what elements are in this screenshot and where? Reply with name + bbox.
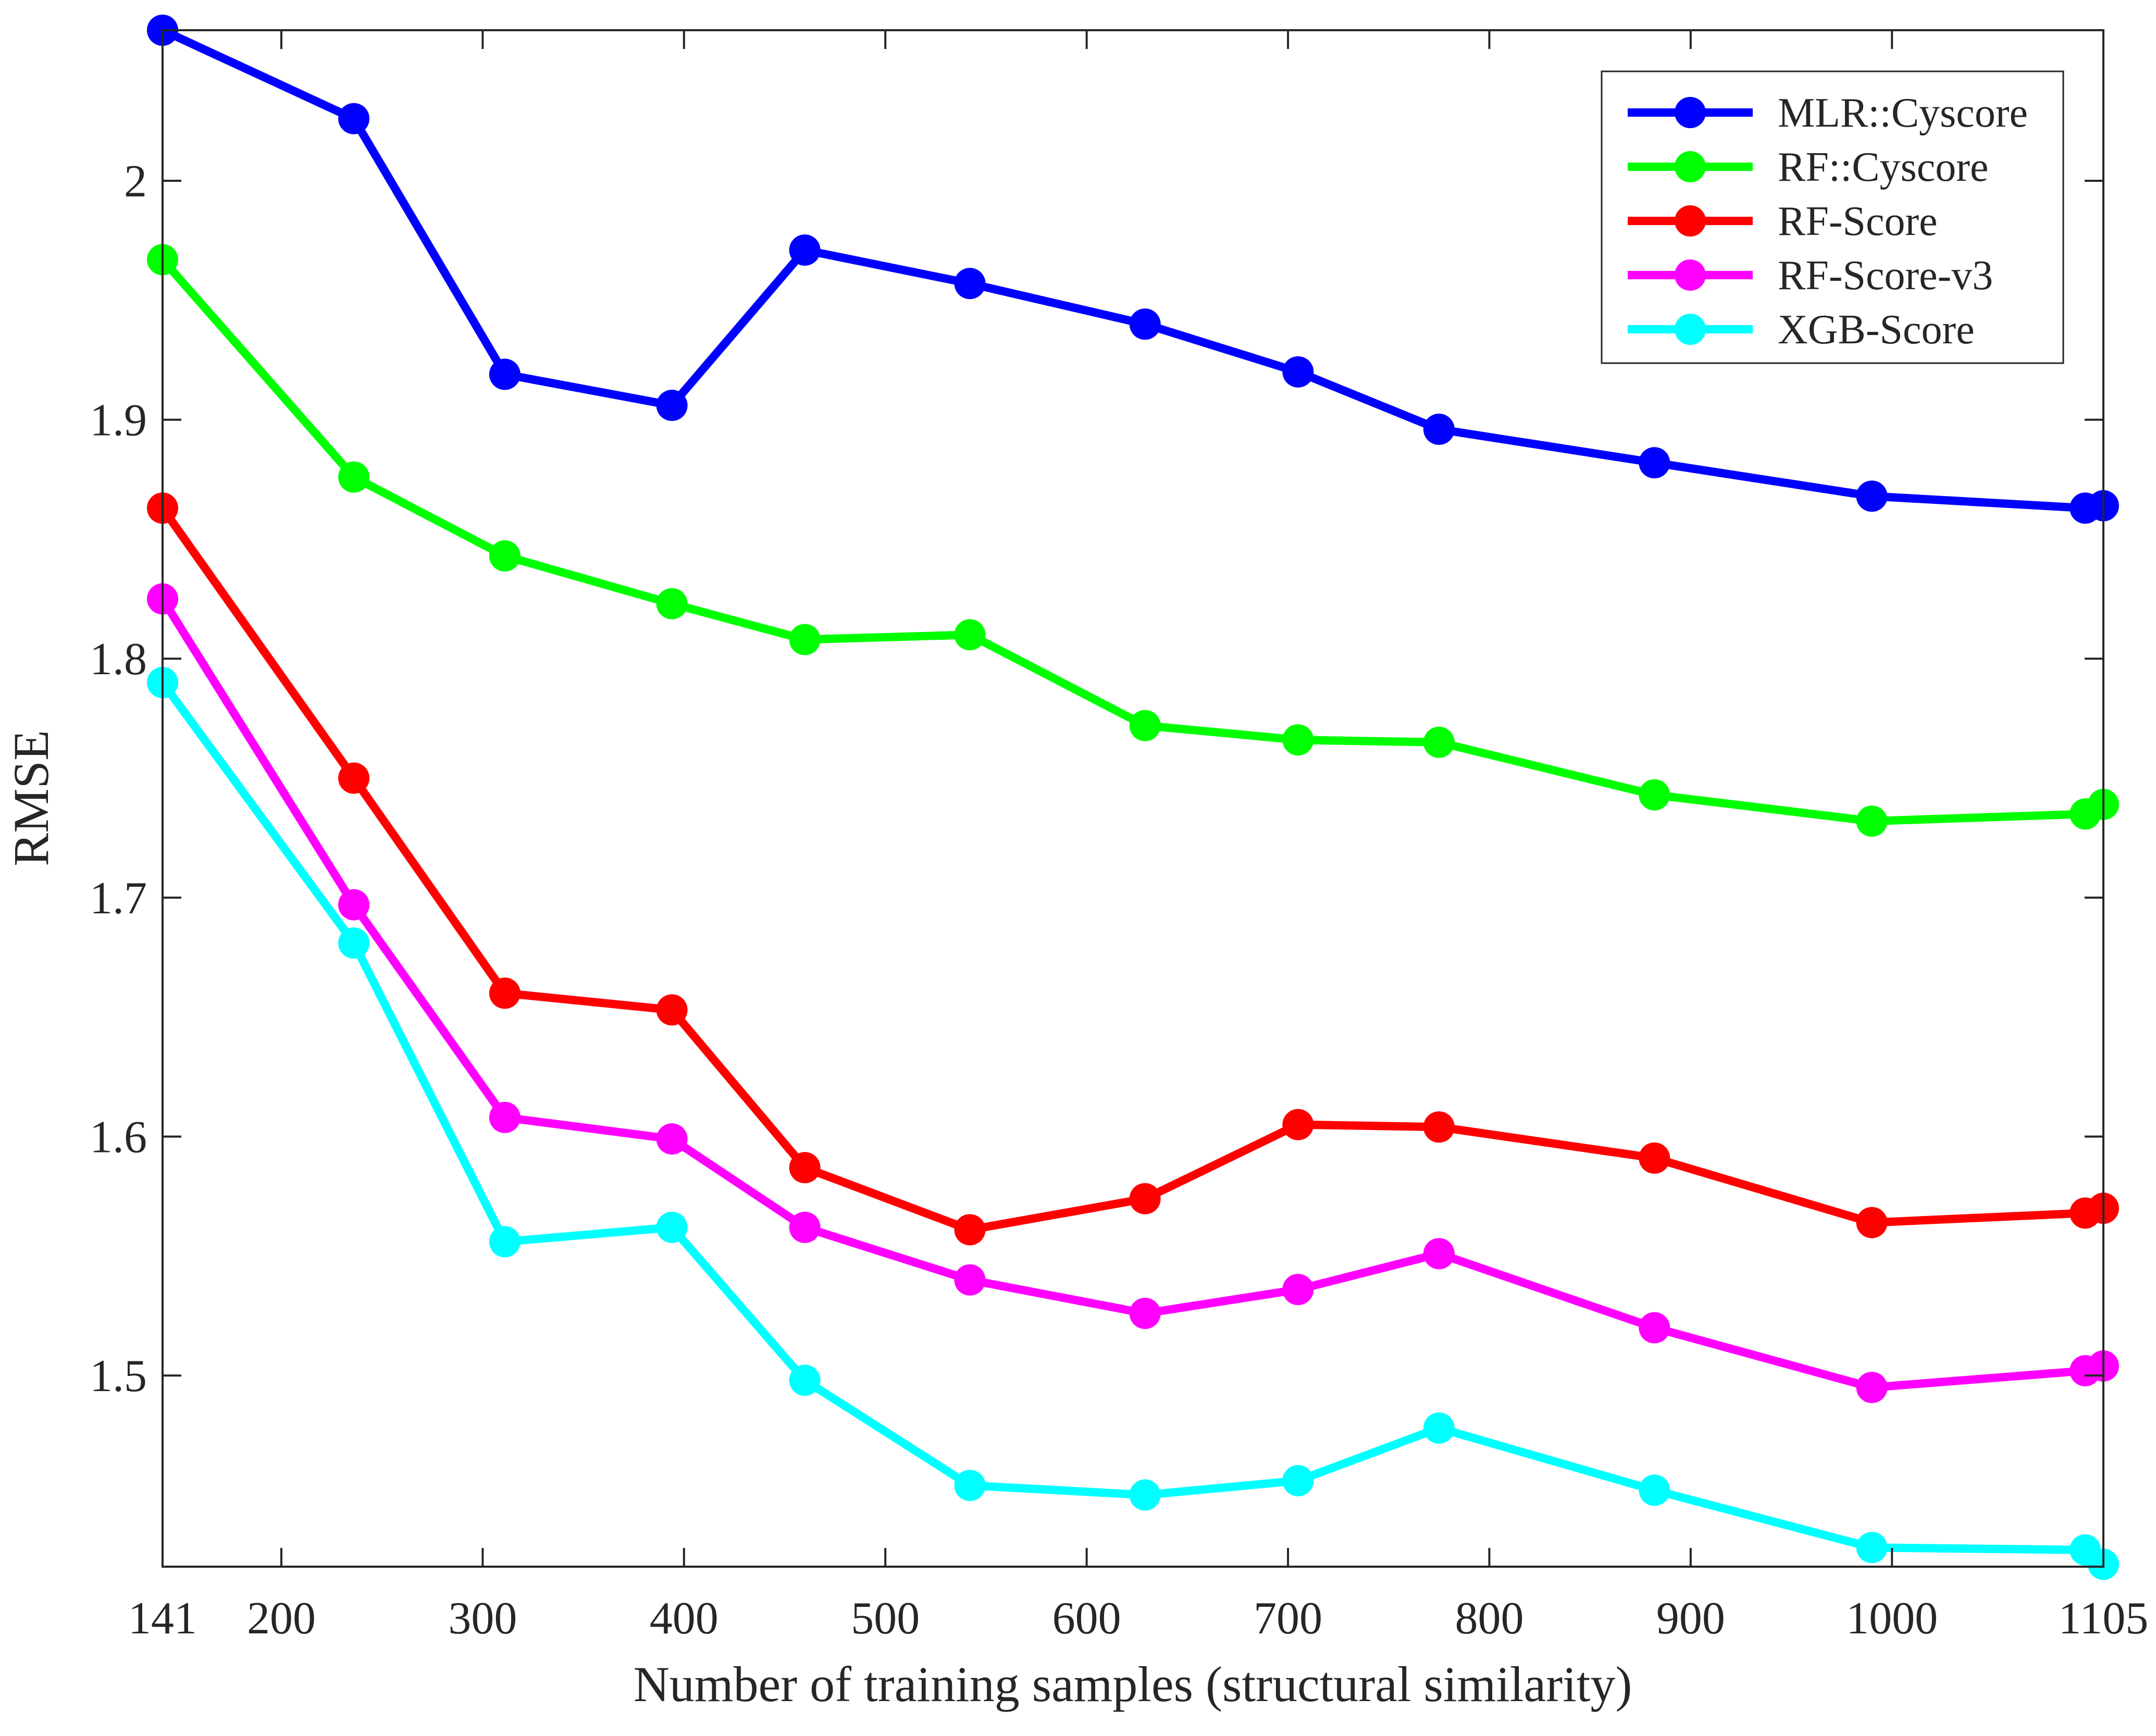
series-layer: [147, 15, 2119, 1580]
data-point: [1856, 480, 1888, 512]
data-point: [489, 540, 521, 572]
y-axis-title: RMSE: [3, 730, 59, 866]
x-tick-label: 1105: [2059, 1593, 2149, 1644]
data-point: [656, 588, 688, 619]
data-point: [954, 1264, 986, 1296]
data-point: [1639, 1474, 1670, 1506]
x-tick-label: 141: [128, 1593, 197, 1644]
x-axis-title: Number of training samples (structural s…: [634, 1656, 1632, 1712]
data-point: [338, 461, 370, 493]
data-point: [338, 103, 370, 134]
data-point: [1423, 1412, 1455, 1444]
data-point: [1129, 1297, 1161, 1329]
data-point: [489, 1101, 521, 1133]
legend-item: RF::Cyscore: [1628, 144, 1988, 190]
data-point: [1856, 1372, 1888, 1404]
data-point: [1282, 1109, 1314, 1140]
legend-label: XGB-Score: [1778, 307, 1975, 353]
data-point: [1129, 1479, 1161, 1511]
data-point: [954, 1470, 986, 1502]
y-tick-label: 1.7: [90, 873, 147, 924]
y-tick-label: 2: [124, 156, 147, 207]
legend-label: RF-Score: [1778, 199, 1938, 244]
data-point: [1129, 1183, 1161, 1214]
x-tick-label: 900: [1656, 1593, 1725, 1644]
data-point: [489, 1226, 521, 1258]
data-point: [789, 1211, 821, 1243]
legend-marker: [1675, 97, 1706, 128]
data-point: [1639, 447, 1670, 479]
data-point: [489, 977, 521, 1009]
data-point: [1423, 726, 1455, 758]
data-point: [338, 762, 370, 794]
legend-label: MLR::Cyscore: [1778, 90, 2028, 136]
x-tick-label: 500: [851, 1593, 920, 1644]
data-point: [1423, 1111, 1455, 1143]
data-point: [656, 1211, 688, 1243]
data-point: [789, 624, 821, 655]
data-point: [1423, 413, 1455, 445]
legend-item: RF-Score: [1628, 199, 1938, 244]
data-point: [1639, 1142, 1670, 1174]
legend-items: MLR::CyscoreRF::CyscoreRF-ScoreRF-Score-…: [1628, 90, 2028, 353]
legend-marker: [1675, 314, 1706, 345]
legend: MLR::CyscoreRF::CyscoreRF-ScoreRF-Score-…: [1601, 70, 2064, 364]
data-point: [1639, 779, 1670, 811]
legend-label: RF-Score-v3: [1778, 253, 1993, 299]
data-point: [954, 619, 986, 651]
legend-marker: [1675, 259, 1706, 291]
legend-item: RF-Score-v3: [1628, 253, 1993, 299]
x-tick-label: 600: [1052, 1593, 1121, 1644]
data-point: [1282, 356, 1314, 388]
x-tick-label: 700: [1254, 1593, 1322, 1644]
x-tick-label: 1000: [1846, 1593, 1938, 1644]
series-rf-score: [147, 492, 2119, 1246]
data-point: [1282, 1465, 1314, 1496]
data-point: [1282, 724, 1314, 756]
data-point: [954, 268, 986, 300]
data-point: [789, 1152, 821, 1184]
data-point: [1856, 1532, 1888, 1564]
series-rf-score-v3: [147, 583, 2119, 1404]
axis-ticks: 141 200 300 400 500 600 700 800 900 1000 1105 1.5 1.…: [90, 30, 2148, 1644]
legend-label: RF::Cyscore: [1778, 144, 1988, 190]
legend-item: MLR::Cyscore: [1628, 90, 2028, 136]
x-tick-label: 800: [1455, 1593, 1523, 1644]
data-point: [656, 1123, 688, 1155]
y-tick-label: 1.8: [90, 634, 147, 685]
legend-item: XGB-Score: [1628, 307, 1975, 353]
plot-frame: [162, 29, 2104, 1568]
data-point: [1856, 805, 1888, 837]
x-tick-label: 300: [448, 1593, 517, 1644]
data-point: [1856, 1207, 1888, 1238]
data-point: [954, 1214, 986, 1246]
legend-marker: [1675, 205, 1706, 237]
data-point: [1129, 710, 1161, 741]
data-point: [656, 390, 688, 421]
y-tick-label: 1.9: [90, 395, 147, 446]
y-tick-label: 1.6: [90, 1112, 147, 1162]
x-tick-label: 400: [650, 1593, 718, 1644]
data-point: [1639, 1312, 1670, 1344]
y-tick-label: 1.5: [90, 1351, 147, 1402]
data-point: [489, 358, 521, 390]
data-point: [338, 889, 370, 921]
data-point: [338, 927, 370, 959]
data-point: [789, 234, 821, 266]
legend-marker: [1675, 151, 1706, 182]
data-point: [1282, 1273, 1314, 1305]
series-mlr-cyscore: [147, 15, 2119, 524]
data-point: [789, 1365, 821, 1396]
data-point: [1129, 308, 1161, 340]
data-point: [1423, 1238, 1455, 1270]
x-tick-label: 200: [247, 1593, 316, 1644]
data-point: [656, 994, 688, 1026]
